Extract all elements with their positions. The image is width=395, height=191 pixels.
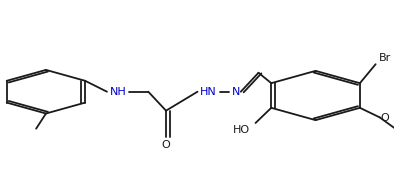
Text: HO: HO (233, 125, 250, 135)
Text: O: O (162, 140, 170, 150)
Text: NH: NH (110, 87, 126, 97)
Text: N: N (232, 87, 240, 97)
Text: HN: HN (200, 87, 217, 97)
Text: O: O (380, 113, 389, 123)
Text: Br: Br (379, 53, 391, 63)
